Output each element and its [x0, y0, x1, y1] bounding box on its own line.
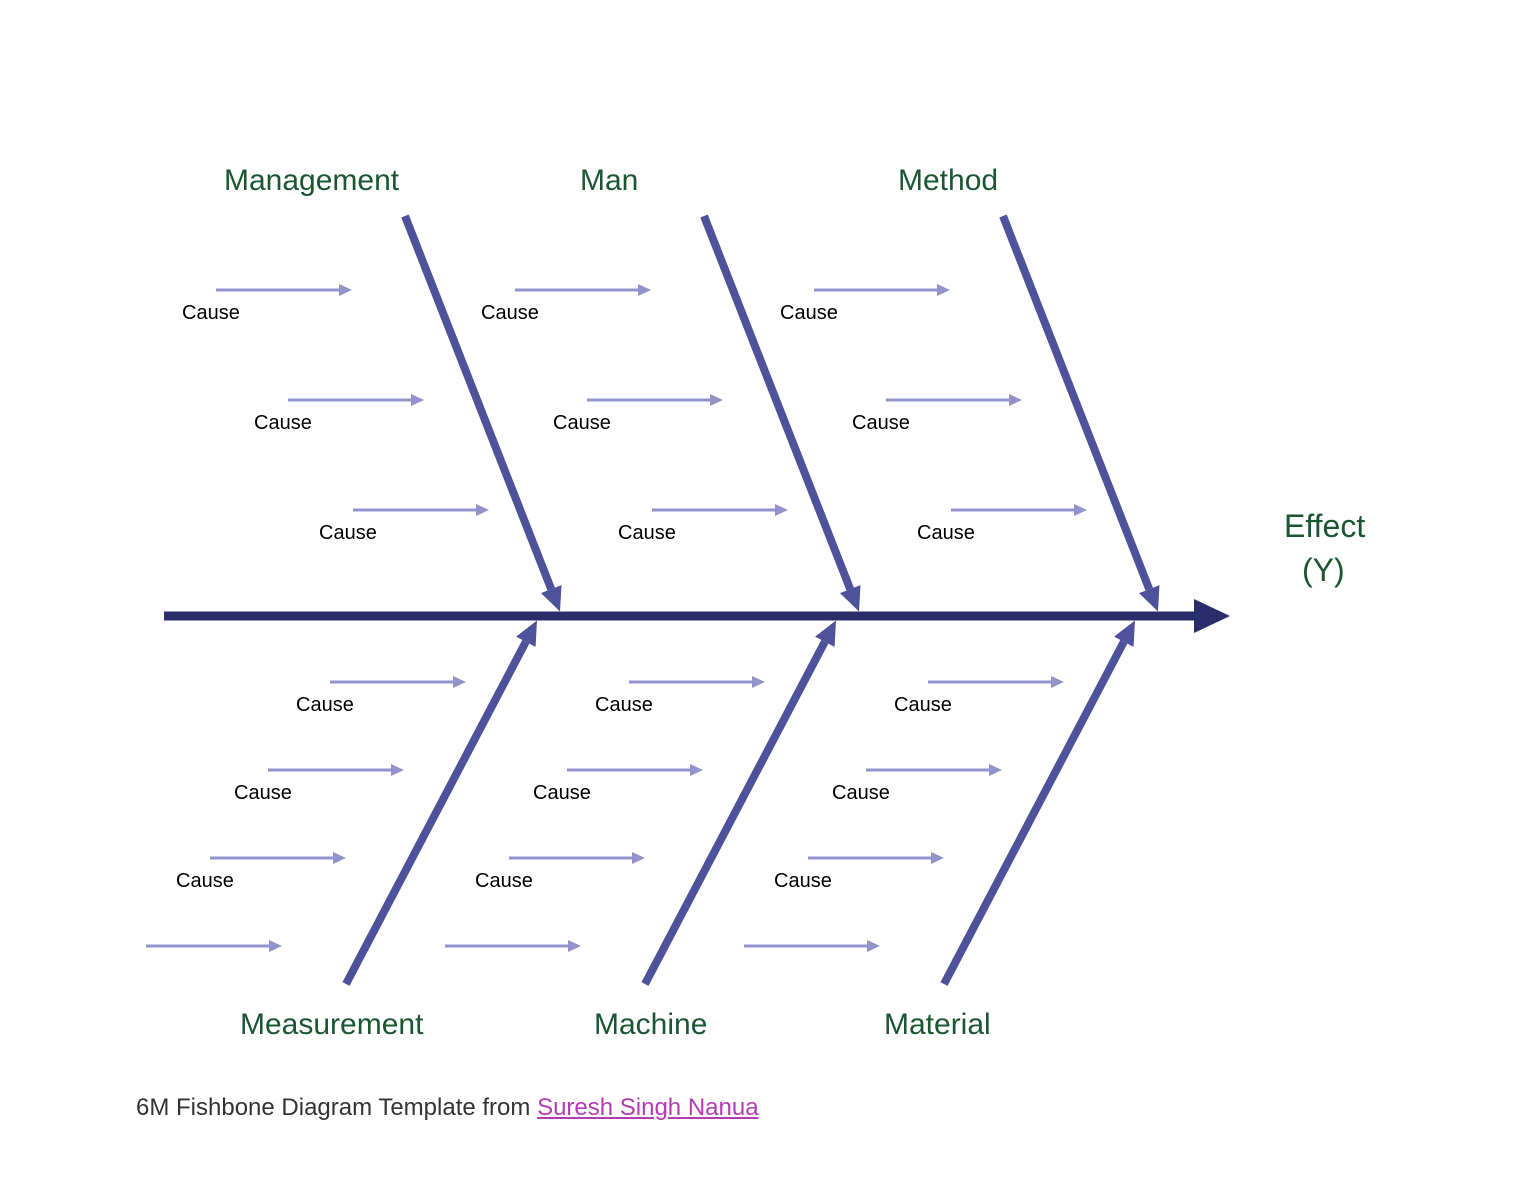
cause-arrow-top-2-1	[886, 394, 1022, 406]
cause-arrow-bottom-1-1	[567, 764, 703, 776]
cause-arrow-top-1-2	[652, 504, 788, 516]
category-management: Management	[224, 164, 399, 198]
cause-arrow-top-0-0	[216, 284, 352, 296]
footer-caption: 6M Fishbone Diagram Template from Suresh…	[136, 1094, 759, 1122]
cause-label-bottom-1-2: Cause	[475, 870, 533, 893]
cause-arrow-top-2-2	[951, 504, 1087, 516]
cause-arrow-bottom-0-2	[210, 852, 346, 864]
cause-arrow-top-1-0	[515, 284, 651, 296]
cause-label-bottom-1-1: Cause	[533, 782, 591, 805]
category-measurement: Measurement	[240, 1008, 423, 1042]
bottom-bone-0	[346, 621, 537, 985]
cause-label-top-1-0: Cause	[481, 302, 539, 325]
category-material: Material	[884, 1008, 991, 1042]
cause-arrow-top-0-2	[353, 504, 489, 516]
cause-label-bottom-0-1: Cause	[234, 782, 292, 805]
top-bone-2	[1003, 216, 1159, 612]
cause-arrow-top-0-1	[288, 394, 424, 406]
cause-arrow-top-2-0	[814, 284, 950, 296]
cause-arrow-top-1-1	[587, 394, 723, 406]
cause-arrow-bottom-0-3	[146, 940, 282, 952]
cause-arrow-bottom-1-0	[629, 676, 765, 688]
cause-label-bottom-0-0: Cause	[296, 694, 354, 717]
effect-label-line1: Effect	[1284, 508, 1365, 545]
bottom-bone-2	[944, 621, 1135, 985]
cause-label-bottom-2-1: Cause	[832, 782, 890, 805]
category-man: Man	[580, 164, 638, 198]
cause-arrow-bottom-1-3	[445, 940, 581, 952]
cause-label-bottom-0-2: Cause	[176, 870, 234, 893]
category-method: Method	[898, 164, 998, 198]
footer-link[interactable]: Suresh Singh Nanua	[537, 1094, 758, 1121]
cause-arrow-bottom-2-3	[744, 940, 880, 952]
cause-label-top-2-2: Cause	[917, 522, 975, 545]
category-machine: Machine	[594, 1008, 707, 1042]
effect-label-line2: (Y)	[1302, 552, 1345, 589]
cause-arrow-bottom-1-2	[509, 852, 645, 864]
cause-arrow-bottom-0-0	[330, 676, 466, 688]
cause-label-bottom-2-2: Cause	[774, 870, 832, 893]
cause-arrow-bottom-2-0	[928, 676, 1064, 688]
spine-arrow	[164, 599, 1230, 633]
cause-label-top-2-0: Cause	[780, 302, 838, 325]
cause-arrow-bottom-2-1	[866, 764, 1002, 776]
cause-label-bottom-1-0: Cause	[595, 694, 653, 717]
cause-label-top-1-1: Cause	[553, 412, 611, 435]
cause-label-top-0-0: Cause	[182, 302, 240, 325]
cause-label-top-0-1: Cause	[254, 412, 312, 435]
top-bone-0	[405, 216, 561, 612]
top-bone-1	[704, 216, 860, 612]
fishbone-diagram: Effect (Y) Management Cause Cause Cause Man Cau…	[0, 0, 1536, 1187]
cause-arrow-bottom-2-2	[808, 852, 944, 864]
cause-arrow-bottom-0-1	[268, 764, 404, 776]
bottom-bone-1	[645, 621, 836, 985]
cause-label-top-2-1: Cause	[852, 412, 910, 435]
cause-label-bottom-2-0: Cause	[894, 694, 952, 717]
footer-prefix: 6M Fishbone Diagram Template from	[136, 1094, 537, 1121]
cause-label-top-0-2: Cause	[319, 522, 377, 545]
cause-label-top-1-2: Cause	[618, 522, 676, 545]
